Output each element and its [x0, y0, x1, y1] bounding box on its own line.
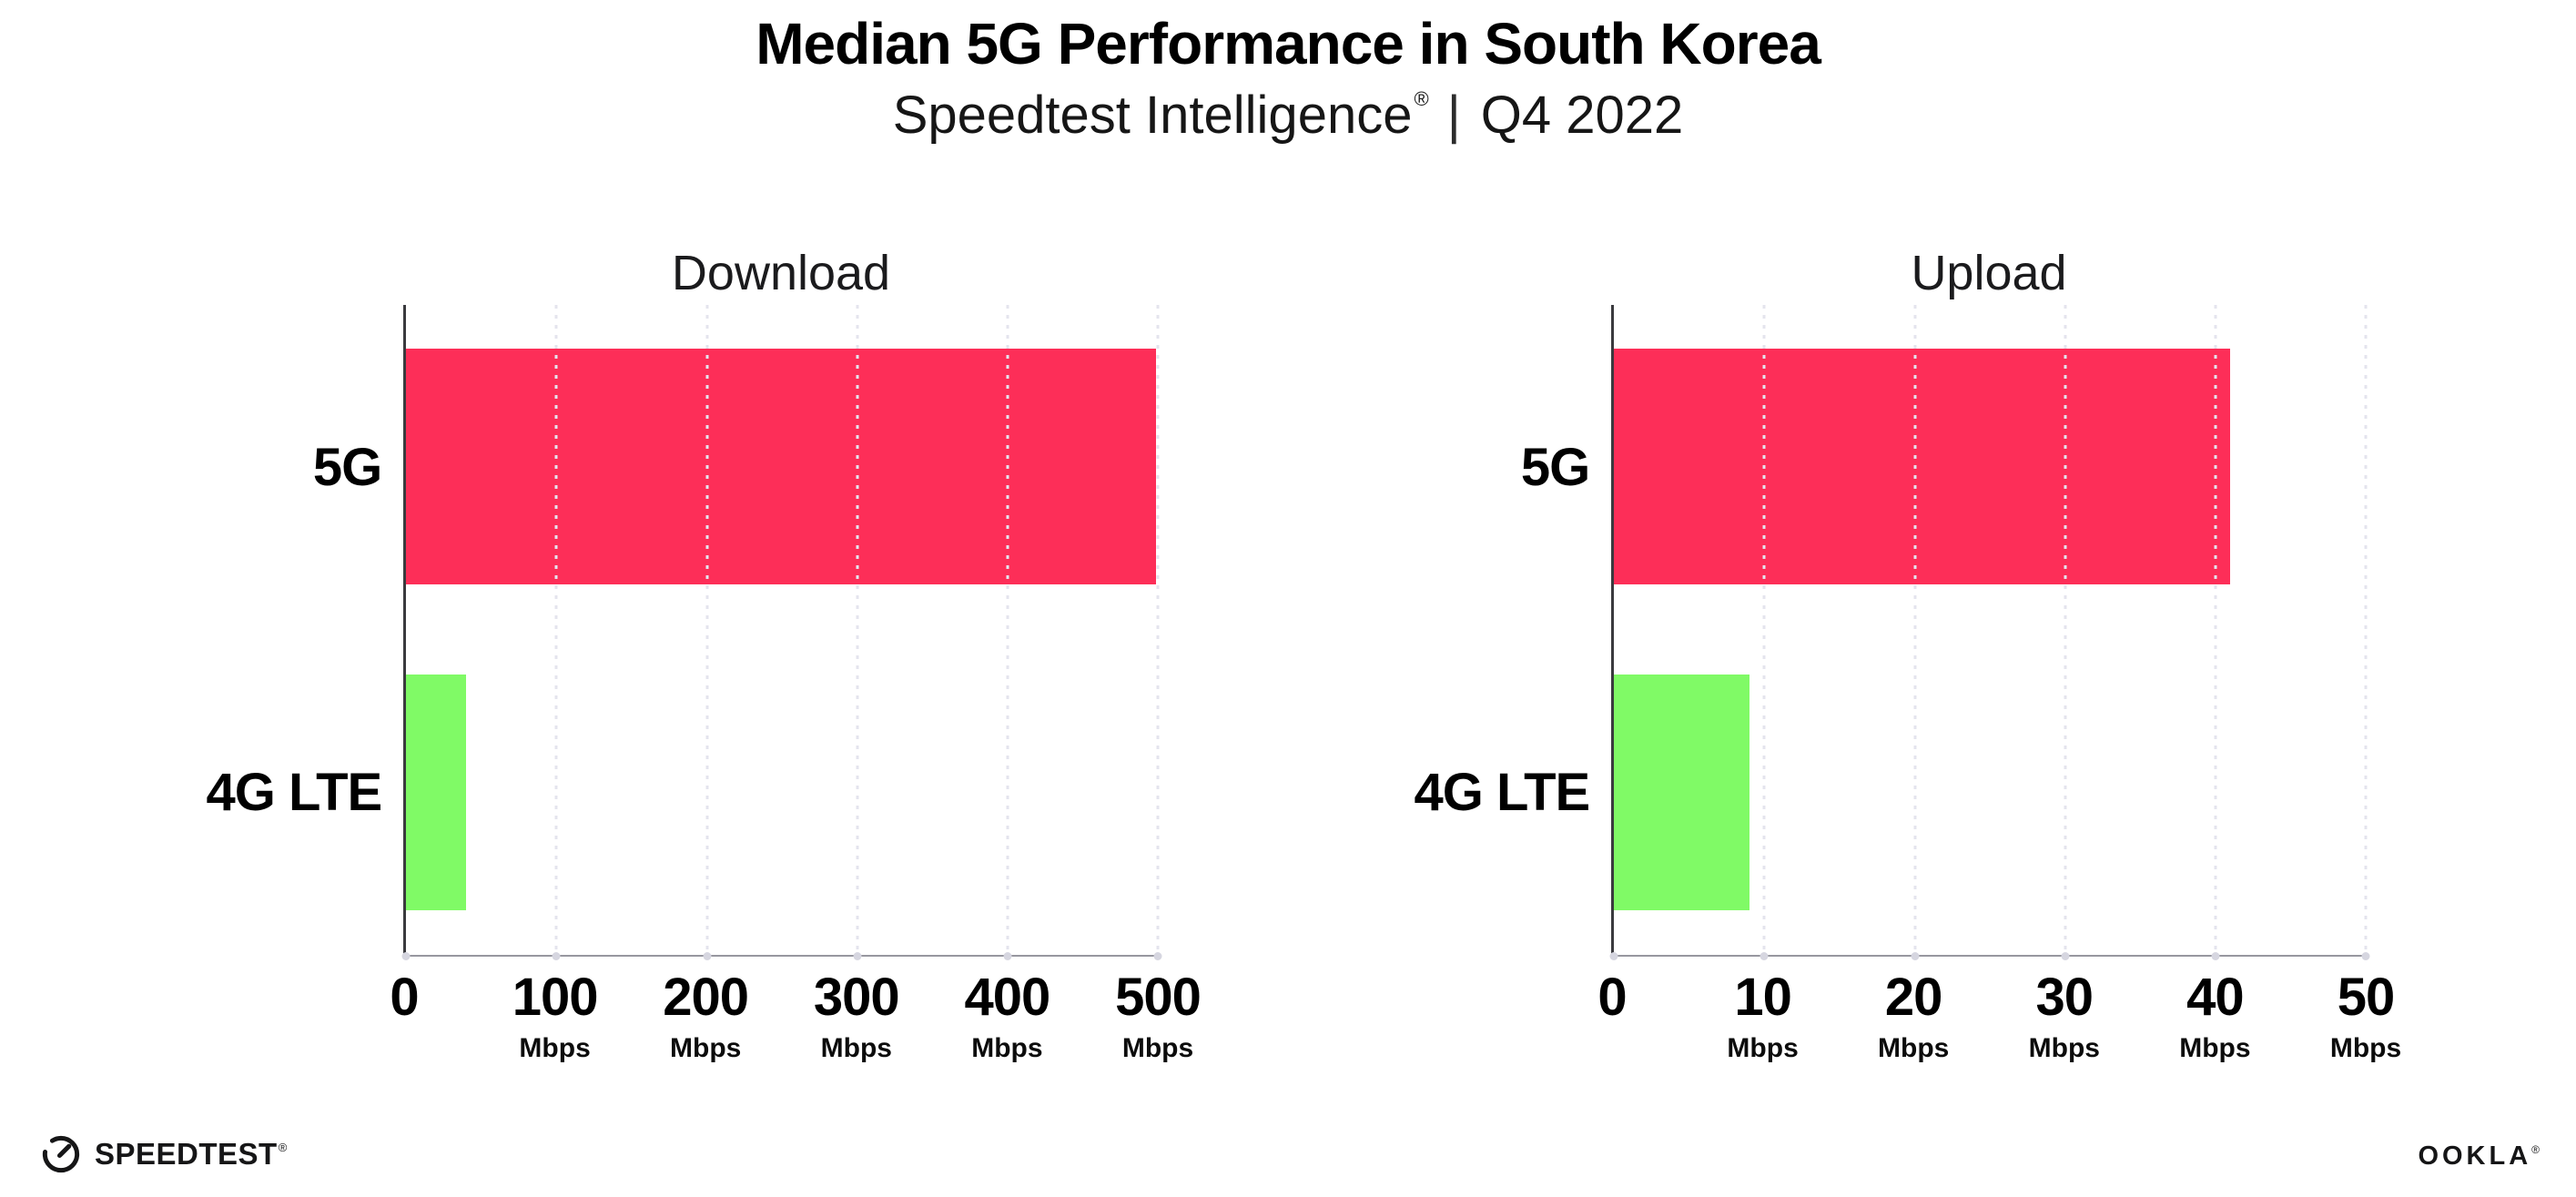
bar-4g-lte-download	[406, 675, 467, 910]
registered-mark-icon: ®	[1414, 87, 1429, 111]
download-chart: Download 5G 4G LTE 0 100 Mbps 200 Mbps 300 Mbp…	[113, 223, 1202, 1093]
x-tick-label: 50 Mbps	[2330, 971, 2401, 1062]
speedtest-logo: SPEEDTEST®	[40, 1133, 287, 1175]
download-chart-body: 5G 4G LTE	[113, 305, 1162, 960]
category-label-5g: 5G	[1520, 438, 1590, 497]
x-tick-value: 30	[2035, 968, 2094, 1027]
upload-x-axis: 0 10 Mbps 20 Mbps 30 Mbps 40 Mbps 50 Mbps	[1597, 957, 2401, 1093]
x-tick-unit: Mbps	[1121, 1033, 1194, 1063]
x-tick-unit: Mbps	[971, 1033, 1043, 1063]
subtitle-separator: |	[1446, 86, 1461, 146]
x-tick-unit: Mbps	[2329, 1033, 2402, 1063]
x-tick-label: 400 Mbps	[964, 968, 1051, 1063]
x-tick-label: 20 Mbps	[1878, 971, 1949, 1062]
x-tick-value: 500	[1115, 968, 1202, 1027]
upload-chart: Upload 5G 4G LTE 0 10 Mbps 20 Mbps 30 Mbps 40 Mb…	[1321, 223, 2401, 1093]
gridline	[705, 305, 709, 955]
axis-tick-dot	[703, 952, 712, 960]
axis-tick-dot	[2361, 952, 2370, 960]
subtitle-product: Speedtest Intelligence	[892, 86, 1413, 146]
x-tick-label: 30 Mbps	[2029, 971, 2100, 1062]
x-tick-value: 0	[390, 968, 419, 1027]
x-tick-unit: Mbps	[2179, 1033, 2251, 1063]
download-plot-area	[401, 305, 1162, 960]
x-tick-value: 100	[512, 968, 599, 1027]
gridline	[2214, 305, 2217, 955]
axis-tick-dot	[1003, 952, 1012, 960]
gridline	[554, 305, 558, 955]
gridline	[1156, 305, 1160, 955]
ookla-wordmark: OOKLA	[2418, 1141, 2532, 1171]
axis-tick-dot	[1760, 952, 1769, 960]
x-tick-label: 40 Mbps	[2179, 971, 2250, 1062]
x-tick-value: 0	[1597, 968, 1627, 1027]
x-tick-value: 10	[1734, 968, 1792, 1027]
x-tick-label: 300 Mbps	[813, 968, 900, 1063]
download-x-axis: 0 100 Mbps 200 Mbps 300 Mbps 400 Mbps 500 Mbps	[390, 957, 1202, 1093]
x-tick-unit: Mbps	[670, 1033, 742, 1063]
speedtest-wordmark: SPEEDTEST®	[95, 1137, 288, 1171]
axis-tick-dot	[853, 952, 862, 960]
axis-tick-dot	[1609, 952, 1618, 960]
axis-tick-dot	[552, 952, 561, 960]
category-label-4g-lte: 4G LTE	[206, 763, 382, 822]
registered-mark-icon: ®	[2531, 1143, 2540, 1156]
category-label-4g-lte: 4G LTE	[1414, 763, 1590, 822]
gridline	[1762, 305, 1766, 955]
axis-tick-dot	[1911, 952, 1920, 960]
page-subtitle: Speedtest Intelligence® | Q4 2022	[0, 85, 2576, 146]
upload-chart-title: Upload	[1911, 246, 2067, 300]
upload-plot-area	[1609, 305, 2370, 960]
x-tick-unit: Mbps	[1727, 1033, 1799, 1063]
x-tick-label: 200 Mbps	[663, 968, 749, 1063]
gridline	[1006, 305, 1009, 955]
upload-y-axis-labels: 5G 4G LTE	[1321, 305, 1611, 955]
gridline	[1913, 305, 1917, 955]
axis-tick-dot	[2061, 952, 2070, 960]
axis-tick-dot	[2211, 952, 2220, 960]
x-tick-value: 300	[813, 968, 900, 1027]
bar-5g-upload	[1614, 349, 2231, 584]
x-tick-unit: Mbps	[820, 1033, 892, 1063]
axis-tick-dot	[1153, 952, 1162, 960]
ookla-logo: OOKLA®	[2418, 1141, 2540, 1172]
gridline	[2064, 305, 2067, 955]
page-title: Median 5G Performance in South Korea	[756, 11, 1821, 76]
bar-5g-download	[406, 349, 1157, 584]
x-tick-value: 400	[964, 968, 1051, 1027]
x-tick-label: 500 Mbps	[1115, 968, 1202, 1063]
x-tick-value: 50	[2337, 968, 2396, 1027]
x-tick-value: 20	[1884, 968, 1943, 1027]
x-tick-unit: Mbps	[2028, 1033, 2100, 1063]
download-y-axis-labels: 5G 4G LTE	[113, 305, 403, 955]
category-label-5g: 5G	[312, 438, 382, 497]
x-tick-value: 40	[2186, 968, 2245, 1027]
x-tick-unit: Mbps	[519, 1033, 591, 1063]
subtitle-period: Q4 2022	[1480, 86, 1684, 146]
x-tick-label: 100 Mbps	[512, 968, 599, 1063]
header: Median 5G Performance in South Korea Spe…	[0, 11, 2576, 146]
speedtest-gauge-icon	[42, 1135, 80, 1173]
x-tick-label: 0	[1597, 968, 1627, 1027]
registered-mark-icon: ®	[278, 1141, 288, 1154]
gridline	[856, 305, 859, 955]
gridline	[2364, 305, 2368, 955]
x-tick-value: 200	[663, 968, 749, 1027]
axis-tick-dot	[401, 952, 411, 960]
upload-chart-body: 5G 4G LTE	[1321, 305, 2370, 960]
download-chart-title: Download	[671, 246, 891, 300]
x-tick-label: 0	[390, 968, 419, 1027]
x-tick-unit: Mbps	[1878, 1033, 1950, 1063]
x-tick-label: 10 Mbps	[1727, 971, 1798, 1062]
bar-4g-lte-upload	[1614, 675, 1749, 910]
